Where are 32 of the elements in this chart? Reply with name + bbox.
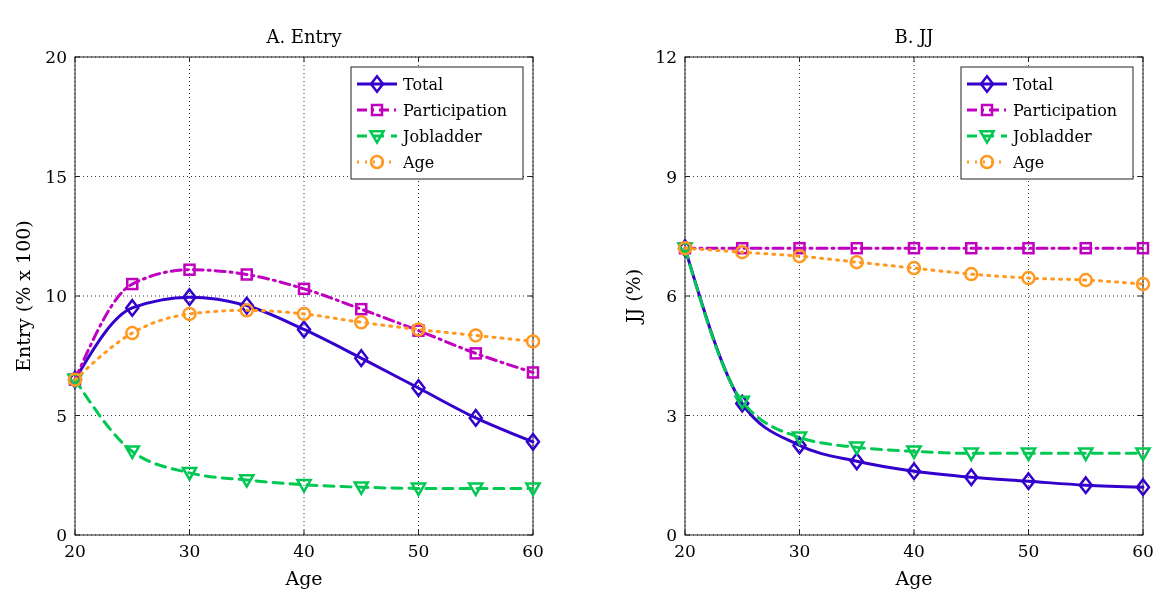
x-tick-label: 60 — [1132, 541, 1154, 561]
y-tick-label: 10 — [45, 286, 67, 306]
y-tick-label: 20 — [45, 47, 67, 67]
y-tick-label: 6 — [666, 286, 677, 306]
chart-title: B. JJ — [894, 26, 934, 47]
y-tick-label: 15 — [45, 166, 67, 187]
x-tick-label: 30 — [788, 541, 811, 561]
y-tick-label: 12 — [655, 47, 677, 67]
legend-label: Total — [403, 75, 444, 94]
x-tick-label: 40 — [903, 541, 925, 561]
x-tick-label: 60 — [522, 541, 544, 561]
legend-label: Jobladder — [1011, 127, 1092, 146]
y-axis-title: JJ (%) — [622, 268, 644, 326]
x-tick-label: 30 — [178, 541, 201, 561]
chart-title: A. Entry — [265, 26, 343, 47]
x-tick-label: 50 — [1017, 541, 1040, 561]
y-tick-label: 9 — [666, 166, 677, 187]
x-tick-label: 40 — [293, 541, 315, 561]
y-tick-label: 0 — [666, 525, 677, 545]
legend-label: Participation — [1013, 101, 1118, 120]
legend-label: Total — [1013, 75, 1054, 94]
legend-label: Jobladder — [401, 127, 482, 146]
y-tick-label: 3 — [666, 405, 677, 426]
y-axis-title: Entry (% x 100) — [12, 220, 34, 372]
y-tick-label: 0 — [56, 525, 67, 545]
x-axis-title: Age — [894, 567, 933, 589]
y-tick-label: 5 — [56, 405, 67, 426]
x-tick-label: 50 — [407, 541, 430, 561]
x-axis-title: Age — [284, 567, 323, 589]
legend-label: Age — [1012, 153, 1045, 172]
legend-label: Age — [402, 153, 435, 172]
legend-label: Participation — [403, 101, 508, 120]
